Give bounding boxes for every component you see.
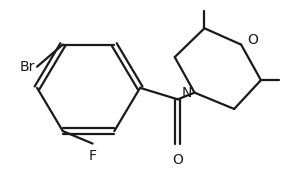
- Text: O: O: [247, 33, 258, 47]
- Text: N: N: [181, 86, 192, 100]
- Text: Br: Br: [19, 60, 35, 74]
- Text: O: O: [172, 153, 183, 167]
- Text: F: F: [88, 149, 96, 163]
